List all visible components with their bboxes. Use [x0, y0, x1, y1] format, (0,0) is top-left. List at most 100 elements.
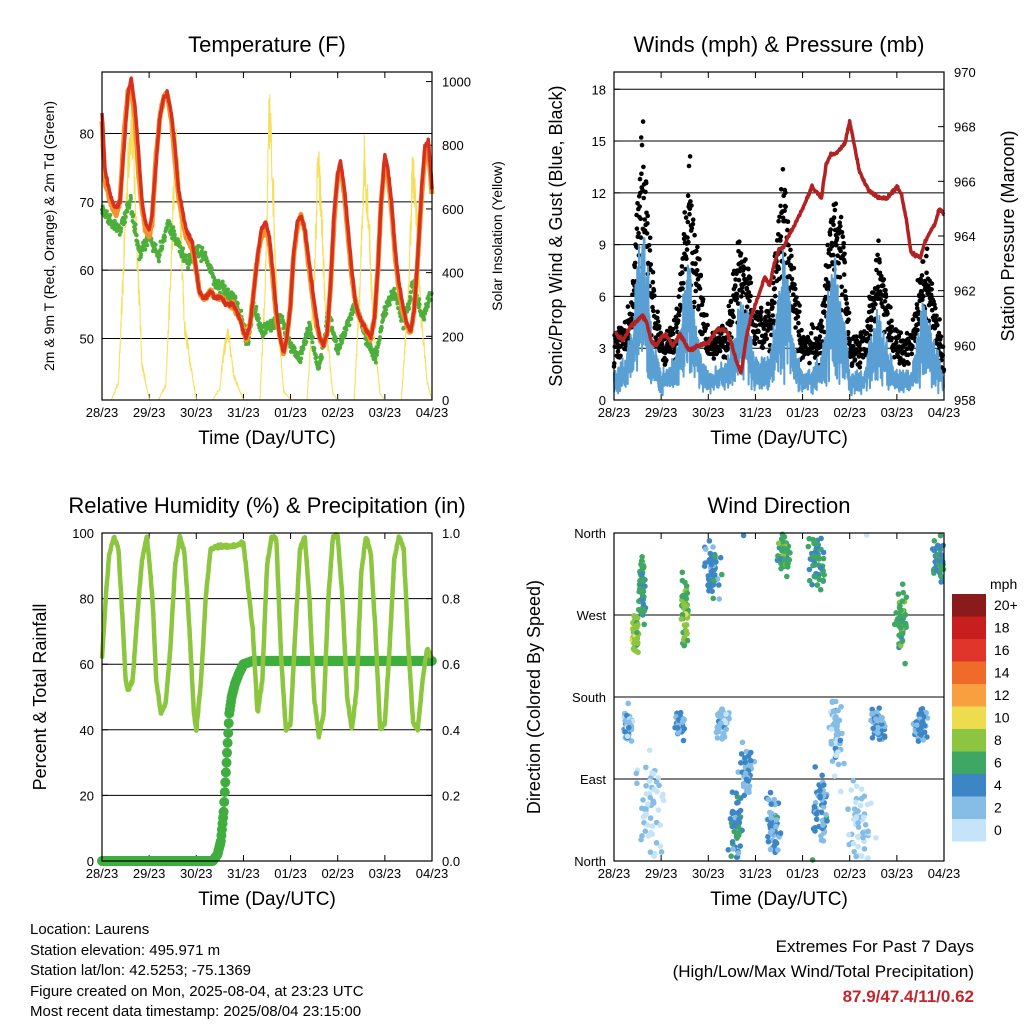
x-tick-label: 03/23 — [369, 405, 402, 420]
dewpoint-point — [220, 279, 225, 284]
dewpoint-point — [378, 335, 382, 340]
dewpoint-point — [157, 252, 162, 257]
gust-point — [871, 305, 876, 311]
gust-point — [864, 347, 869, 353]
direction-point — [874, 717, 881, 724]
gust-point — [871, 290, 876, 295]
gust-point — [793, 325, 798, 330]
gust-point — [743, 257, 748, 262]
direction-point — [898, 607, 904, 613]
dewpoint-point — [280, 314, 285, 319]
x-tick-label: 02/23 — [321, 866, 354, 881]
direction-point — [850, 840, 857, 847]
gust-point — [921, 294, 926, 299]
direction-point — [723, 711, 729, 717]
direction-point — [649, 823, 656, 829]
y2-tick-label: 400 — [442, 266, 464, 281]
y-tick-label: 70 — [80, 195, 94, 210]
direction-point — [710, 577, 717, 584]
legend-swatch — [952, 594, 986, 617]
direction-point — [784, 573, 790, 580]
direction-point — [817, 794, 823, 801]
gust-point — [785, 227, 790, 233]
gust-point — [822, 329, 827, 335]
gust-point — [685, 219, 691, 225]
gust-point — [876, 238, 881, 243]
direction-point — [851, 848, 857, 855]
y-tick-label: 100 — [72, 526, 94, 541]
dewpoint-point — [374, 352, 379, 357]
direction-point — [813, 816, 820, 823]
gust-point — [833, 201, 839, 206]
gust-point — [837, 275, 843, 280]
direction-point — [633, 770, 640, 777]
direction-point — [683, 595, 690, 602]
direction-point — [823, 812, 829, 818]
direction-point — [646, 778, 653, 784]
gust-point — [796, 320, 801, 326]
dewpoint-point — [226, 287, 230, 292]
direction-point — [626, 724, 632, 731]
gust-point — [769, 332, 774, 338]
direction-point — [813, 811, 820, 817]
gust-point — [906, 361, 911, 366]
direction-point — [727, 816, 734, 822]
station-latlon: Station lat/lon: 42.5253; -75.1369 — [30, 962, 252, 979]
x-tick-label: 30/23 — [180, 405, 213, 420]
dewpoint-point — [314, 355, 319, 360]
legend-swatch — [952, 729, 986, 752]
winds-pressure-panel: Winds (mph) & Pressure (mb) 28/23 29/23 30/… — [546, 32, 1018, 449]
gust-point — [650, 304, 655, 310]
gust-point — [842, 251, 847, 257]
direction-point — [777, 830, 784, 836]
dewpoint-point — [136, 244, 141, 249]
direction-point — [624, 733, 631, 740]
gust-point — [854, 334, 859, 339]
direction-point — [893, 619, 900, 626]
gust-point — [652, 293, 657, 299]
gust-point — [821, 309, 827, 314]
gust-point — [679, 270, 685, 275]
x-tick-label: 30/23 — [180, 866, 213, 881]
direction-point — [869, 735, 876, 741]
gust-point — [778, 234, 784, 239]
direction-point — [643, 764, 649, 771]
gust-point — [629, 312, 635, 318]
dewpoint-point — [263, 330, 268, 335]
gust-point — [684, 247, 690, 252]
gust-point — [639, 171, 644, 177]
gust-point — [670, 331, 676, 337]
gust-point — [758, 313, 763, 319]
gust-point — [815, 325, 820, 331]
gust-point — [770, 305, 775, 310]
gust-point — [860, 355, 866, 360]
gust-point — [682, 210, 687, 215]
gust-point — [637, 176, 643, 182]
gust-point — [830, 252, 836, 258]
gust-point — [772, 286, 777, 291]
dewpoint-point — [162, 238, 167, 243]
gust-point — [940, 344, 946, 350]
direction-point — [837, 737, 844, 744]
precip-point — [221, 757, 232, 768]
dewpoint-point — [304, 340, 309, 344]
gust-point — [808, 331, 814, 336]
gust-point — [697, 286, 703, 291]
direction-point — [935, 542, 941, 549]
direction-point — [811, 803, 818, 810]
direction-point — [828, 726, 835, 732]
y-axis-label: Sonic/Prop Wind & Gust (Blue, Black) — [546, 85, 566, 386]
gust-point — [725, 345, 731, 351]
dewpoint-point — [256, 316, 261, 321]
gust-point — [640, 119, 646, 124]
y2-tick-label: 958 — [954, 393, 976, 408]
x-tick-label: 02/23 — [833, 866, 866, 881]
x-tick-label: 28/23 — [86, 405, 119, 420]
dewpoint-point — [306, 333, 311, 338]
gust-point — [835, 253, 840, 258]
dewpoint-point — [299, 356, 304, 361]
direction-point — [642, 828, 649, 834]
direction-point — [639, 833, 645, 839]
gust-point — [746, 290, 752, 295]
x-tick-label: 31/23 — [739, 866, 772, 881]
